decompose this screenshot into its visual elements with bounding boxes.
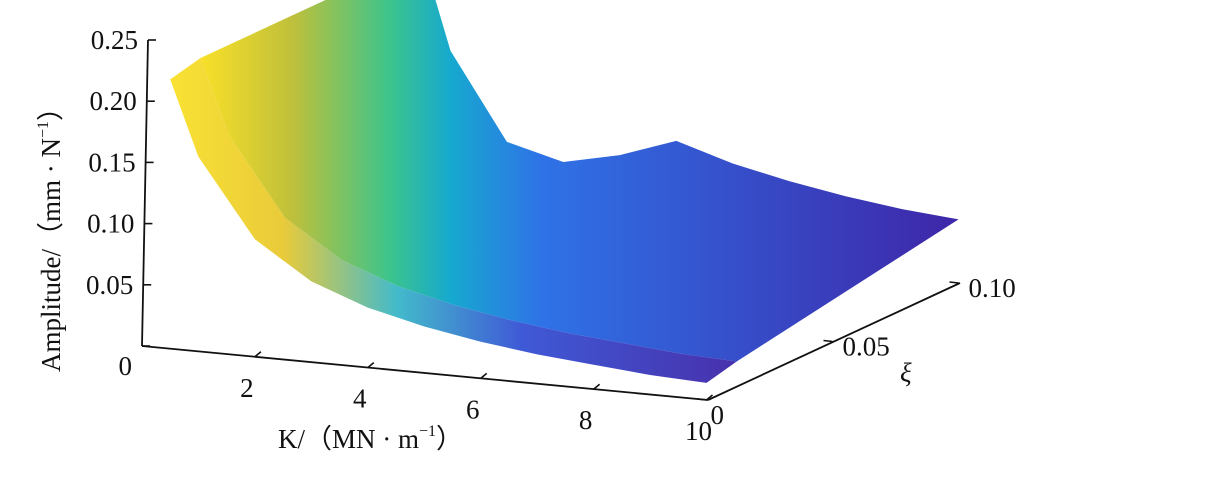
surface: [170, 0, 959, 383]
xi-tick-mark: [823, 339, 833, 343]
axes: [141, 39, 961, 401]
xi-axis-line: [707, 282, 961, 401]
xi-tick-label: 0.10: [969, 273, 1016, 303]
k-ticks: 2 4 6 8 10: [240, 351, 714, 446]
amplitude-axis-title: Amplitude/（mm · N−1）: [35, 94, 66, 372]
amplitude-tick-label: 0.20: [90, 86, 137, 116]
k-tick-mark: [367, 361, 375, 369]
k-axis-line: [141, 345, 709, 401]
k-tick-mark: [705, 394, 714, 401]
k-tick-label: 4: [353, 384, 367, 414]
xi-axis-title: ξ: [900, 358, 912, 388]
xi-tick-label: 0: [711, 400, 725, 430]
amplitude-tick-label: 0.05: [86, 270, 133, 300]
amplitude-axis-line: [141, 39, 149, 347]
amplitude-tick-label: 0.15: [88, 147, 135, 177]
k-tick-mark: [593, 383, 601, 390]
k-axis-title: K/（MN · m−1）: [278, 423, 463, 454]
surface-top-face: [200, 0, 959, 362]
xi-tick-mark: [949, 281, 959, 284]
amplitude-tick-label: 0: [119, 351, 133, 381]
surface-front-edge: [170, 58, 737, 383]
k-tick-mark: [254, 351, 262, 358]
amplitude-tick-label: 0.25: [91, 25, 138, 55]
amplitude-ticks: 0 0.05 0.10 0.15 0.20 0.25: [86, 25, 156, 381]
xi-ticks: 0 0.05 0.10: [697, 273, 1016, 430]
amplitude-tick-label: 0.10: [87, 209, 134, 239]
k-tick-mark: [480, 372, 488, 380]
xi-tick-label: 0.05: [843, 332, 890, 362]
k-tick-label: 10: [685, 416, 712, 446]
xi-tick-mark: [697, 398, 707, 401]
k-tick-label: 6: [466, 394, 480, 424]
k-tick-label: 2: [240, 373, 254, 403]
k-tick-label: 8: [579, 405, 593, 435]
